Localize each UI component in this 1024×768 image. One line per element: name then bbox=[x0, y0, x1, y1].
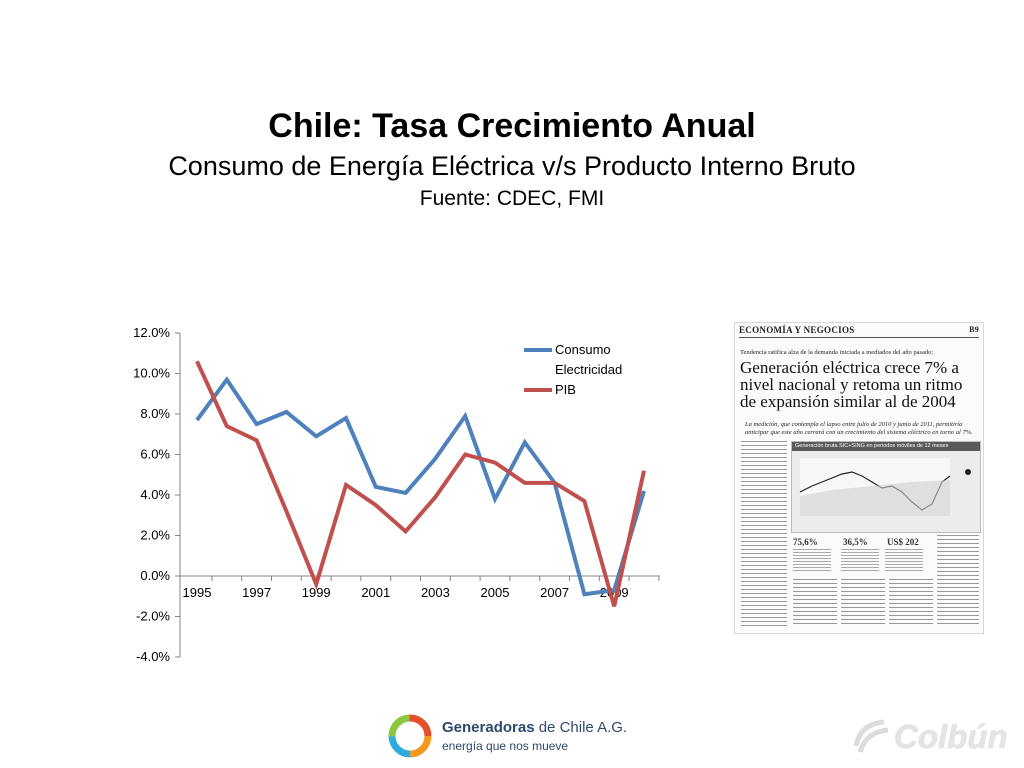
clipping-graphic-plot bbox=[799, 458, 971, 516]
generadoras-name-bold: Generadoras bbox=[442, 719, 535, 736]
generadoras-tagline: energía que nos mueve bbox=[442, 739, 569, 753]
y-tick-label: 12.0% bbox=[133, 325, 170, 340]
y-tick-label: 10.0% bbox=[133, 366, 170, 381]
clipping-body-column bbox=[937, 535, 979, 627]
newspaper-clipping: ECONOMÍA Y NEGOCIOS B9 Tendencia ratific… bbox=[734, 322, 984, 634]
x-tick-label: 2009 bbox=[600, 585, 629, 600]
x-tick-label: 1999 bbox=[302, 585, 331, 600]
legend-label: Electricidad bbox=[555, 362, 622, 377]
colbun-wordmark: Colbún bbox=[894, 718, 1008, 755]
y-tick-label: 2.0% bbox=[140, 528, 170, 543]
clipping-section-header: ECONOMÍA Y NEGOCIOS B9 bbox=[739, 325, 979, 338]
clipping-body-column bbox=[841, 579, 885, 627]
clipping-kicker: Tendencia ratifica alza de la demanda in… bbox=[740, 349, 934, 356]
clipping-graphic-title: Generación bruta SIC+SING en periodos mó… bbox=[792, 442, 980, 451]
clipping-stat: US$ 202 bbox=[887, 537, 919, 547]
clipping-stat-text bbox=[793, 549, 831, 571]
clipping-graphic: Generación bruta SIC+SING en periodos mó… bbox=[791, 441, 981, 533]
clipping-stat: 36,5% bbox=[843, 537, 868, 547]
y-tick-label: 0.0% bbox=[140, 568, 170, 583]
y-axis: 12.0% 10.0% 8.0% 6.0% 4.0% 2.0% 0.0% -2.0% -4.0% bbox=[133, 325, 181, 664]
slide-title: Chile: Tasa Crecimiento Anual bbox=[268, 107, 756, 145]
clipping-body-column bbox=[793, 579, 837, 627]
generadoras-logo: Generadoras de Chile A.G. energía que no… bbox=[384, 708, 644, 764]
clipping-stat-text bbox=[885, 549, 923, 571]
series-line bbox=[195, 360, 646, 607]
colbun-logo: Colbún bbox=[848, 712, 1016, 764]
x-tick-label: 1997 bbox=[242, 585, 271, 600]
legend-label: Consumo bbox=[555, 342, 611, 357]
x-tick-label: 2003 bbox=[421, 585, 450, 600]
legend-label: PIB bbox=[555, 382, 576, 397]
x-axis: 1995 1997 1999 2001 2003 2005 2007 2009 bbox=[180, 575, 660, 600]
clipping-body-column bbox=[741, 441, 787, 627]
slide-title-block: Chile: Tasa Crecimiento Anual Consumo de… bbox=[0, 104, 1024, 214]
generadoras-ring-icon bbox=[388, 714, 432, 758]
generadoras-name-rest: de Chile A.G. bbox=[534, 719, 628, 736]
y-tick-label: 4.0% bbox=[140, 487, 170, 502]
x-tick-label: 2001 bbox=[361, 585, 390, 600]
clipping-page-number: B9 bbox=[969, 325, 979, 334]
clipping-stat: 75,6% bbox=[793, 537, 818, 547]
y-tick-label: -2.0% bbox=[136, 609, 170, 624]
slide-subtitle: Consumo de Energía Eléctrica v/s Product… bbox=[168, 151, 856, 181]
series-line bbox=[195, 376, 646, 597]
colbun-swoosh-icon bbox=[853, 719, 889, 753]
legend: Consumo Electricidad PIB bbox=[524, 342, 622, 397]
y-tick-label: -4.0% bbox=[136, 649, 170, 664]
generadoras-name: Generadoras de Chile A.G. bbox=[442, 719, 627, 736]
growth-line-chart: 12.0% 10.0% 8.0% 6.0% 4.0% 2.0% 0.0% -2.0% -4.0%… bbox=[133, 325, 660, 664]
x-tick-label: 2005 bbox=[481, 585, 510, 600]
y-tick-label: 6.0% bbox=[140, 447, 170, 462]
clipping-stat-text bbox=[841, 549, 879, 571]
series-lines bbox=[195, 360, 646, 607]
clipping-headline: Generación eléctrica crece 7% a nivel na… bbox=[740, 358, 963, 411]
clipping-section: ECONOMÍA Y NEGOCIOS bbox=[739, 325, 855, 335]
clipping-body-column bbox=[889, 579, 933, 627]
y-tick-label: 8.0% bbox=[140, 406, 170, 421]
x-tick-label: 1995 bbox=[183, 585, 212, 600]
slide-source: Fuente: CDEC, FMI bbox=[419, 187, 605, 210]
x-tick-label: 2007 bbox=[540, 585, 569, 600]
clipping-deck: La medición, que contempla el lapso entr… bbox=[745, 421, 973, 436]
